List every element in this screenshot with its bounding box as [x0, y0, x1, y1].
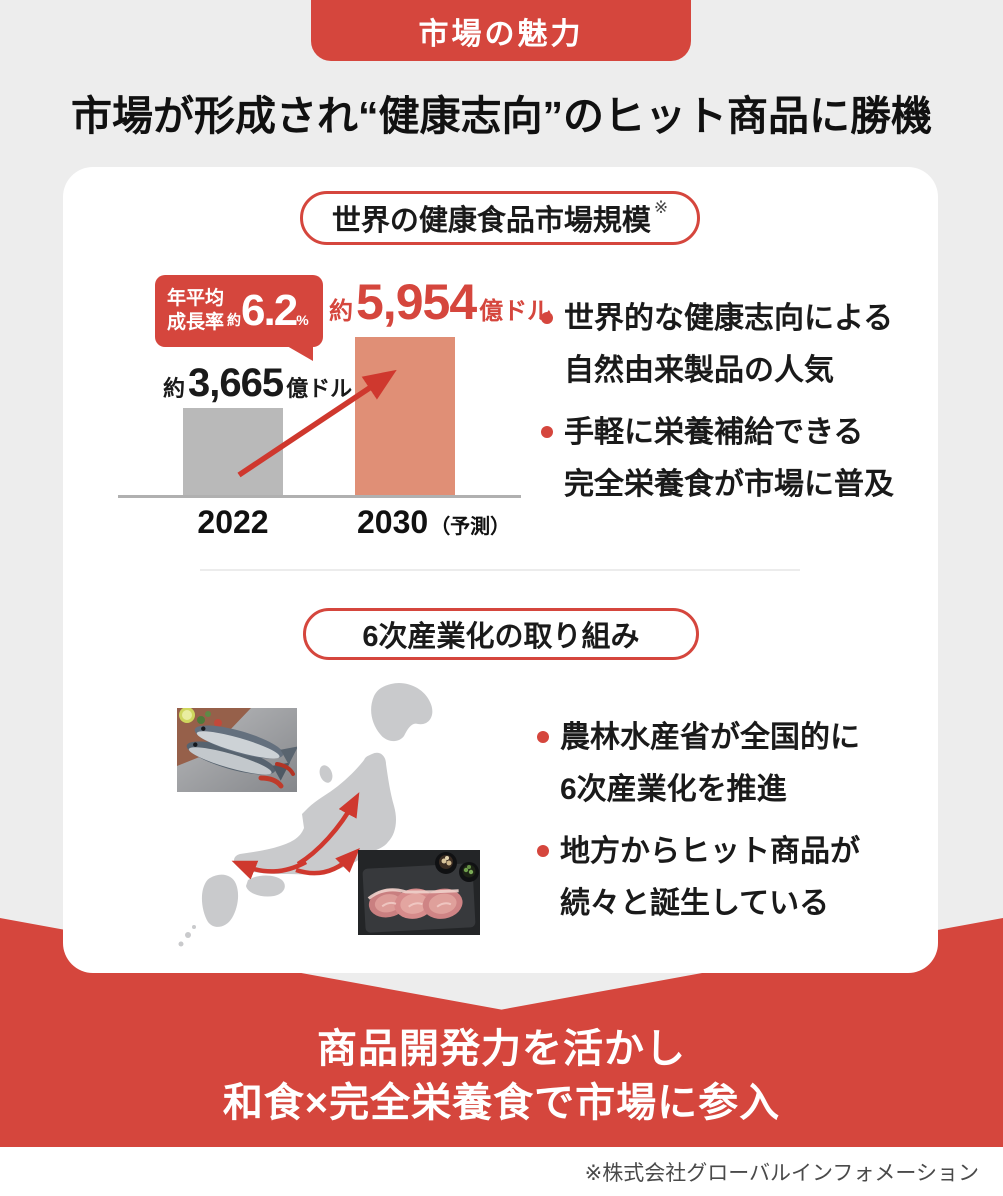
section-divider	[200, 569, 800, 571]
bottom-message-line2: 和食×完全栄養食で市場に参入	[222, 1081, 781, 1125]
x-label-2022: 2022	[197, 504, 269, 540]
footer: ※株式会社グローバルインフォメーション	[0, 1147, 1003, 1196]
callout-tail-icon	[287, 346, 313, 361]
section-title-market-size: 世界の健康食品市場規模 ※	[300, 191, 700, 245]
page-title: 市場が形成され“健康志向”のヒット商品に勝機	[71, 93, 932, 139]
map-arrows-icon	[231, 792, 360, 880]
list-item: 手軽に栄養補給できる 完全栄養食が市場に普及	[541, 407, 894, 511]
bullet-dot-icon	[541, 426, 553, 438]
bar-2030	[355, 337, 455, 495]
section-title-market-size-label: 世界の健康食品市場規模	[331, 205, 651, 237]
chart-baseline	[118, 495, 521, 498]
growth-rate-callout: 年平均 成長率 約 6.2 %	[155, 275, 323, 361]
growth-rate-value: 約 6.2 %	[227, 286, 309, 335]
bottom-message-line1: 商品開発力を活かし	[317, 1027, 686, 1071]
meat-photo-image	[358, 850, 480, 935]
value-label-2030: 約 5,954 億ドル	[329, 274, 552, 330]
value-label-2022: 約 3,665 億ドル	[163, 361, 353, 405]
header-badge-label: 市場の魅力	[418, 17, 584, 51]
growth-arrow-icon	[237, 369, 397, 478]
bullet-dot-icon	[537, 731, 549, 743]
list-item: 世界的な健康志向による 自然由来製品の人気	[541, 293, 894, 397]
bottom-message: 商品開発力を活かし 和食×完全栄養食で市場に参入	[0, 1022, 1003, 1130]
x-label-2030: 2030 （予測）	[357, 504, 511, 540]
content-card: 世界の健康食品市場規模 ※ 年平均 成長率 約 6.2 % 約 5,954 億ドル…	[63, 167, 938, 973]
bar-2022	[183, 408, 283, 495]
list-item: 農林水産省が全国的に 6次産業化を推進	[537, 712, 860, 816]
japan-map	[178, 682, 433, 947]
growth-rate-label: 年平均 成長率	[167, 288, 225, 333]
fish-photo-image	[177, 708, 297, 792]
market-bullet-list: 世界的な健康志向による 自然由来製品の人気 手軽に栄養補給できる 完全栄養食が市…	[541, 293, 894, 511]
note-mark: ※	[653, 198, 669, 217]
header-badge: 市場の魅力	[311, 0, 691, 61]
rokuji-bullet-list: 農林水産省が全国的に 6次産業化を推進 地方からヒット商品が 続々と誕生している	[537, 712, 860, 930]
section-title-rokuji-label: 6次産業化の取り組み	[362, 621, 640, 653]
list-item: 地方からヒット商品が 続々と誕生している	[537, 826, 860, 930]
bullet-dot-icon	[537, 845, 549, 857]
bullet-dot-icon	[541, 312, 553, 324]
footer-note: ※株式会社グローバルインフォメーション	[584, 1161, 979, 1185]
section-title-rokuji: 6次産業化の取り組み	[303, 608, 699, 660]
